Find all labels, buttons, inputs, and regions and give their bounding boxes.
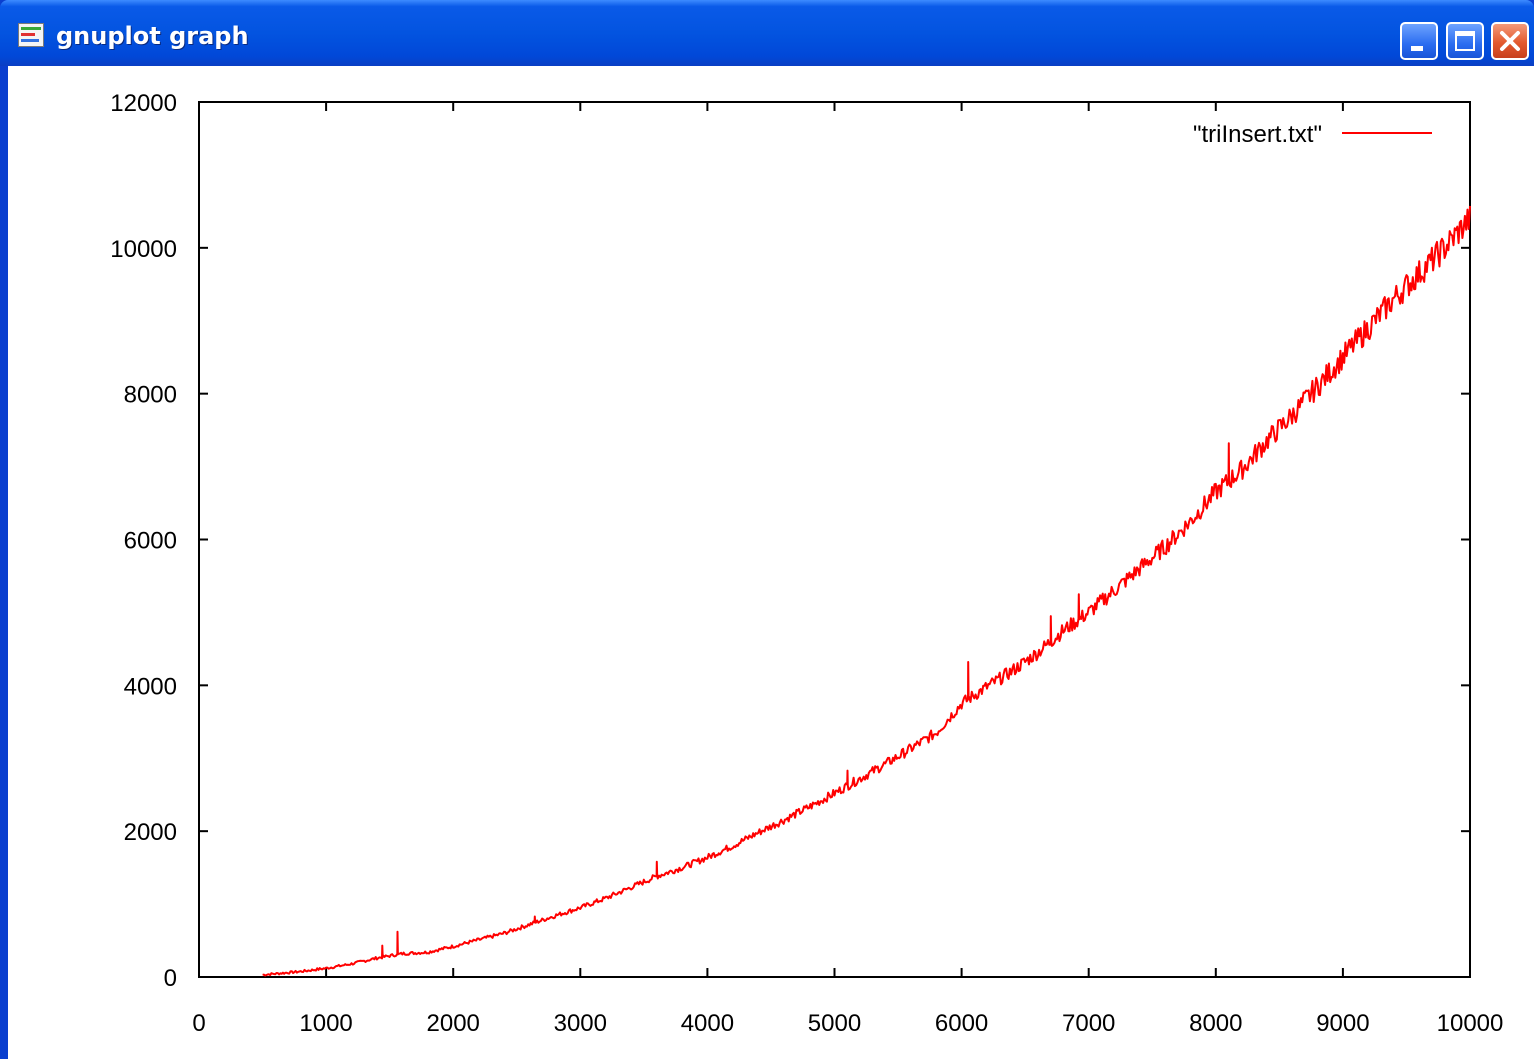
x-tick-label: 9000 <box>1316 1010 1369 1037</box>
x-tick-label: 5000 <box>808 1010 861 1037</box>
y-tick-label: 8000 <box>124 382 177 409</box>
maximize-icon <box>1455 31 1475 51</box>
x-tick-label: 1000 <box>299 1010 352 1037</box>
minimize-button[interactable] <box>1400 22 1438 60</box>
y-tick-label: 2000 <box>124 819 177 846</box>
y-tick-label: 4000 <box>124 673 177 700</box>
y-tick-label: 6000 <box>124 528 177 555</box>
series-line-triinsert <box>262 205 1471 977</box>
x-tick-label: 2000 <box>427 1010 480 1037</box>
y-tick-label: 10000 <box>110 236 177 263</box>
plot-area-container: 0 1000 2000 3000 4000 5000 6000 7000 8000 9000 100… <box>8 66 1534 1059</box>
close-icon <box>1500 31 1520 51</box>
y-tick-label: 0 <box>164 965 177 992</box>
x-tick-label: 4000 <box>681 1010 734 1037</box>
legend-label: "triInsert.txt" <box>1193 121 1322 148</box>
window-title: gnuplot graph <box>56 22 249 50</box>
gnuplot-app-icon[interactable] <box>18 23 44 47</box>
plot-frame <box>198 101 1471 978</box>
x-tick-label: 10000 <box>1437 1010 1504 1037</box>
x-tick-label: 0 <box>192 1010 205 1037</box>
x-tick-label: 3000 <box>554 1010 607 1037</box>
minimize-icon <box>1411 46 1423 51</box>
gnuplot-chart: 0 1000 2000 3000 4000 5000 6000 7000 8000 9000 100… <box>110 90 1504 1037</box>
maximize-button[interactable] <box>1446 22 1484 60</box>
x-tick-label: 6000 <box>935 1010 988 1037</box>
close-button[interactable] <box>1491 22 1529 60</box>
x-tick-label: 7000 <box>1062 1010 1115 1037</box>
y-tick-label: 12000 <box>110 90 177 117</box>
title-bar[interactable]: gnuplot graph <box>0 0 1534 66</box>
x-tick-label: 8000 <box>1189 1010 1242 1037</box>
